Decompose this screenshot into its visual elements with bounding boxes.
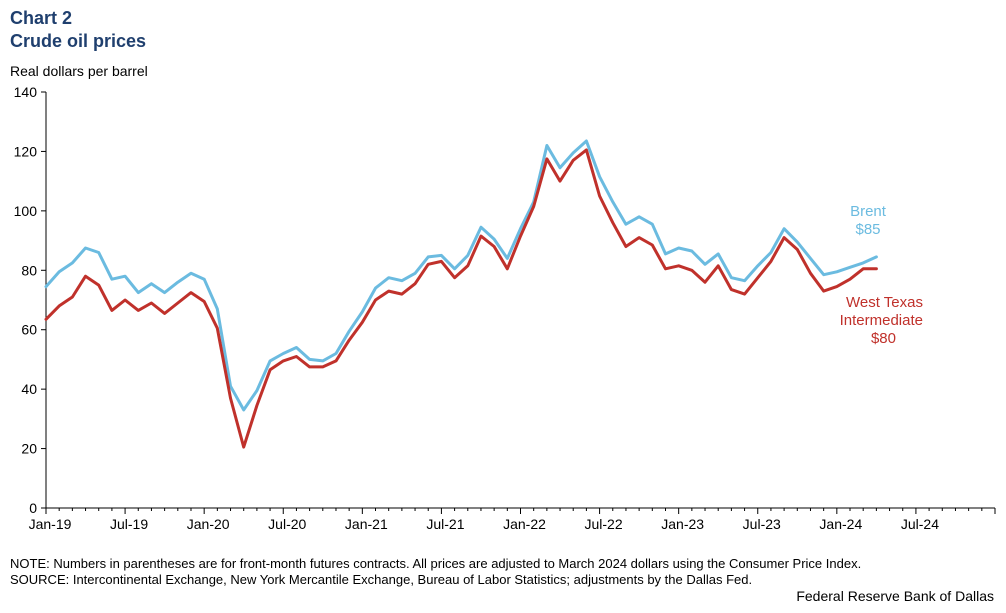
y-tick-label: 140 — [14, 84, 38, 100]
wti-end-label: West Texas Intermediate $80 — [840, 294, 923, 347]
y-tick-label: 60 — [21, 322, 37, 338]
x-tick-label: Jan-21 — [345, 516, 388, 532]
brent-label-line: Brent — [850, 203, 887, 220]
wti-label-line: Intermediate — [840, 312, 923, 329]
x-tick-label: Jan-24 — [819, 516, 862, 532]
brent-end-label: Brent $85 — [850, 203, 887, 238]
axes: 0 20 40 60 80 100 120 140 Jan-19 Jul-19 Jan-20 Jul-… — [14, 84, 996, 532]
y-tick-label: 40 — [21, 381, 37, 397]
y-tick-label: 20 — [21, 441, 37, 457]
x-tick-label: Jul-24 — [901, 516, 939, 532]
chart-number: Chart 2 — [10, 8, 73, 28]
x-tick-label: Jul-19 — [110, 516, 148, 532]
x-tick-label: Jan-22 — [503, 516, 546, 532]
wti-line — [44, 148, 878, 449]
x-tick-label: Jan-19 — [29, 516, 72, 532]
y-tick-label: 0 — [29, 500, 37, 516]
chart-title: Crude oil prices — [10, 31, 147, 51]
note-text: NOTE: Numbers in parentheses are for fro… — [10, 556, 862, 571]
brent-line — [44, 139, 878, 412]
y-axis-unit: Real dollars per barrel — [10, 63, 148, 79]
brent-label-line: $85 — [855, 221, 880, 238]
wti-label-line: West Texas — [846, 294, 923, 311]
y-tick-label: 100 — [14, 203, 38, 219]
x-tick-label: Jan-23 — [661, 516, 704, 532]
y-tick-label: 120 — [14, 143, 38, 159]
x-tick-label: Jul-20 — [268, 516, 306, 532]
wti-label-line: $80 — [871, 330, 896, 347]
credit-text: Federal Reserve Bank of Dallas — [796, 588, 994, 604]
x-tick-label: Jul-21 — [426, 516, 464, 532]
chart-notes: NOTE: Numbers in parentheses are for fro… — [10, 556, 861, 588]
x-tick-label: Jul-23 — [743, 516, 781, 532]
y-tick-label: 80 — [21, 262, 37, 278]
series-labels: Brent $85 West Texas Intermediate $80 — [840, 203, 923, 347]
x-tick-label: Jan-20 — [187, 516, 230, 532]
x-tick-label: Jul-22 — [585, 516, 623, 532]
source-text: SOURCE: Intercontinental Exchange, New Y… — [10, 572, 753, 587]
series-lines — [44, 139, 878, 449]
